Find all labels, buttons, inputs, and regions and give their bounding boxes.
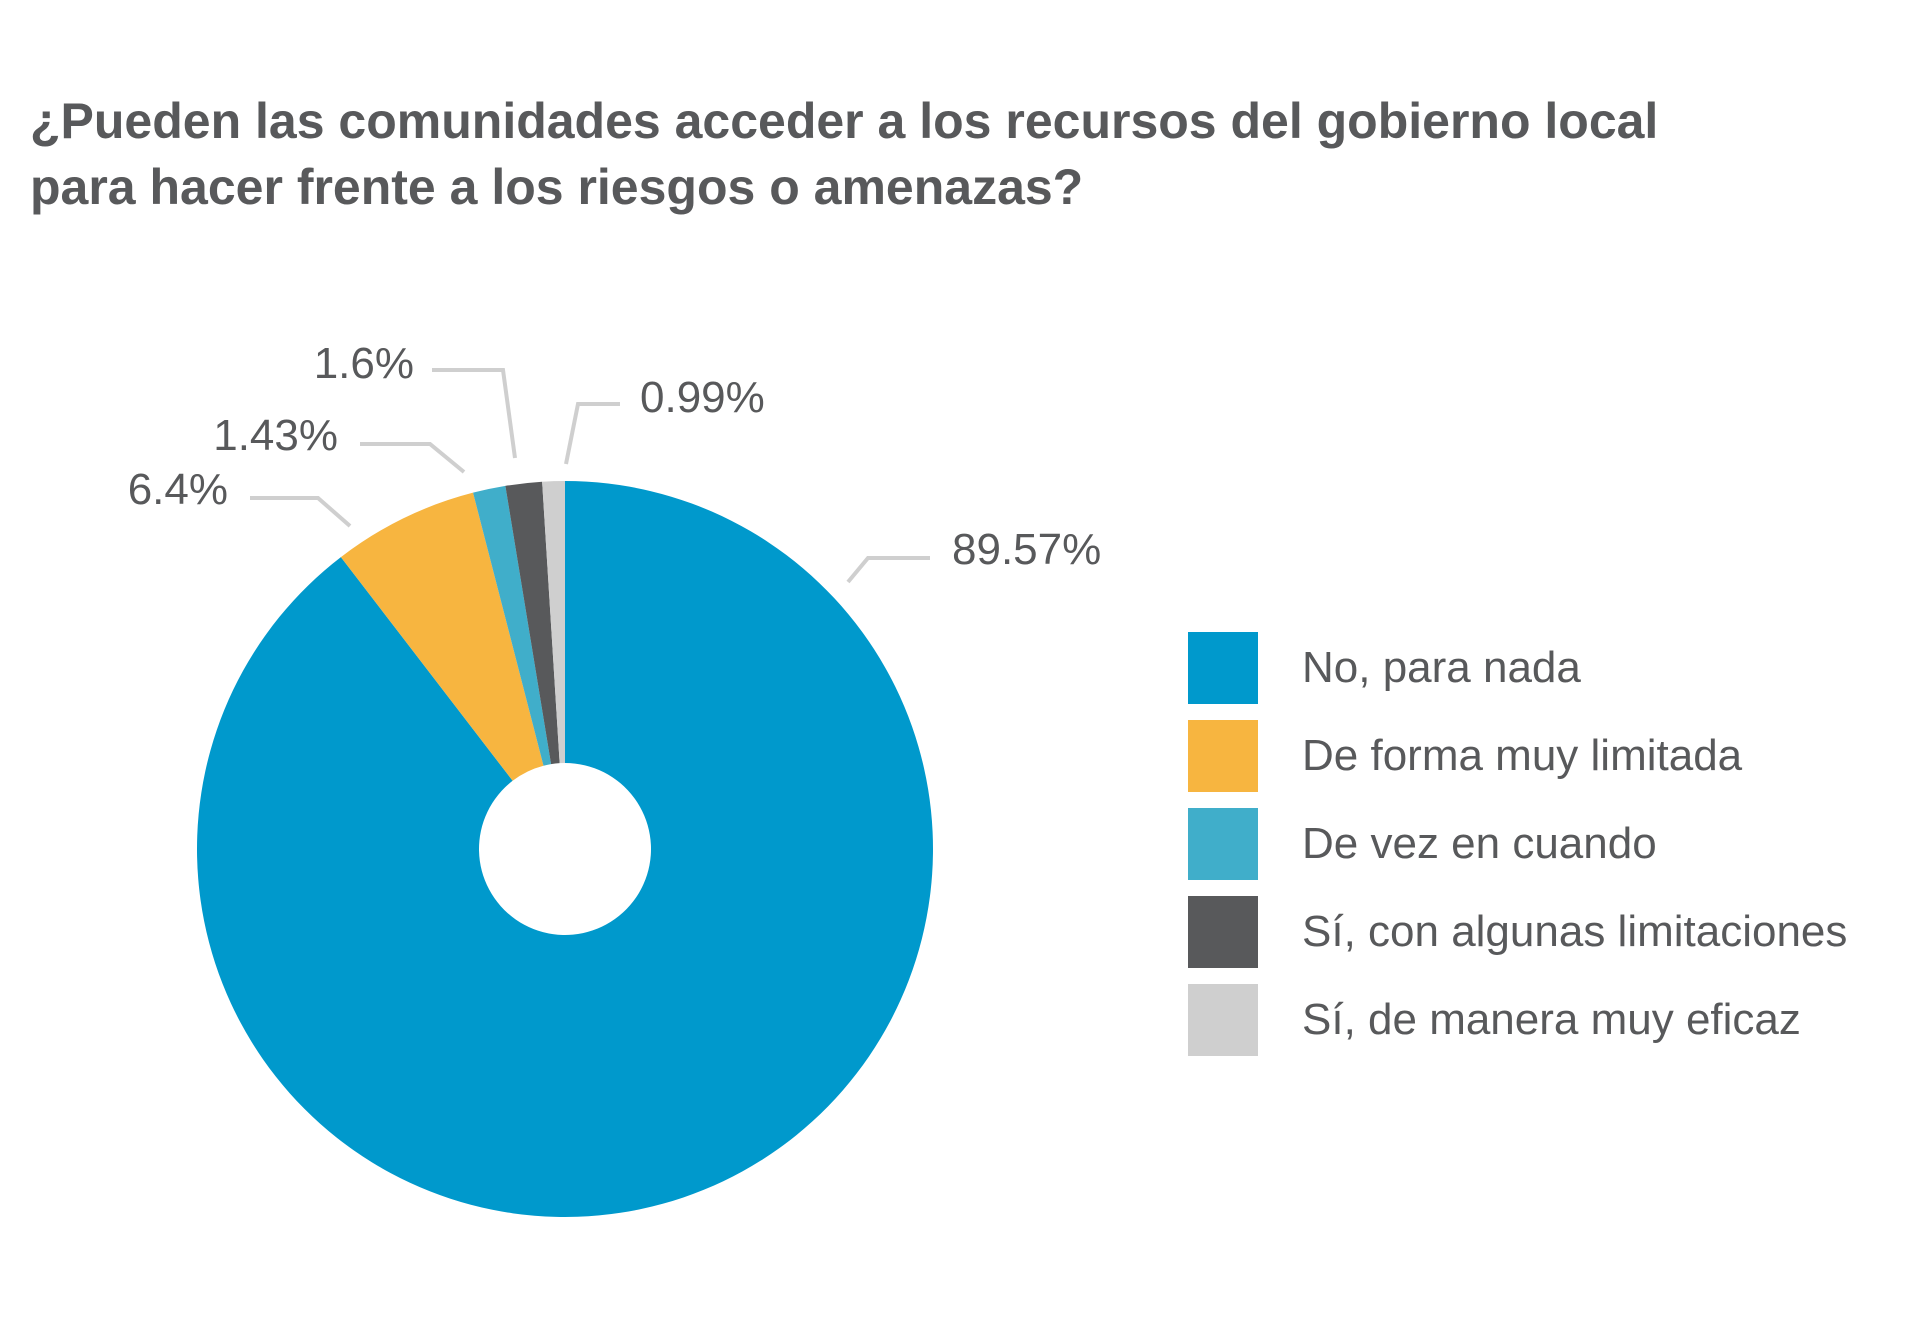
chart-title-line-2: para hacer frente a los riesgos o amenaz… <box>30 159 1084 215</box>
legend-swatch <box>1188 808 1258 880</box>
data-label: 89.57% <box>952 525 1101 574</box>
data-label: 6.4% <box>128 465 228 514</box>
data-label: 1.43% <box>213 411 338 460</box>
legend-swatch <box>1188 720 1258 792</box>
legend-swatch <box>1188 896 1258 968</box>
pie-slice <box>340 492 544 781</box>
legend-label: No, para nada <box>1302 643 1581 692</box>
leader-line <box>250 496 352 528</box>
legend-swatch <box>1188 632 1258 704</box>
leader-line <box>846 556 930 584</box>
chart-title: ¿Pueden las comunidades acceder a los re… <box>30 88 1830 220</box>
pie-slice <box>473 485 552 766</box>
pie-slice <box>196 481 933 1217</box>
legend-item: No, para nada <box>1188 632 1847 704</box>
data-label: 0.99% <box>640 373 765 422</box>
legend: No, para nada De forma muy limitada De v… <box>1188 632 1847 1072</box>
legend-label: Sí, de manera muy eficaz <box>1302 995 1801 1044</box>
leader-line <box>564 402 620 465</box>
legend-item: Sí, de manera muy eficaz <box>1188 984 1847 1056</box>
legend-item: Sí, con algunas limitaciones <box>1188 896 1847 968</box>
leader-line <box>360 442 466 474</box>
legend-item: De vez en cuando <box>1188 808 1847 880</box>
pie-slice <box>542 481 565 764</box>
legend-label: De forma muy limitada <box>1302 731 1743 780</box>
legend-label: Sí, con algunas limitaciones <box>1302 907 1848 956</box>
leader-line <box>432 368 517 459</box>
legend-label: De vez en cuando <box>1302 819 1657 868</box>
legend-swatch <box>1188 984 1258 1056</box>
pie-slice <box>505 481 560 765</box>
chart-title-line-1: ¿Pueden las comunidades acceder a los re… <box>30 93 1659 149</box>
legend-item: De forma muy limitada <box>1188 720 1847 792</box>
data-label: 1.6% <box>314 339 414 388</box>
